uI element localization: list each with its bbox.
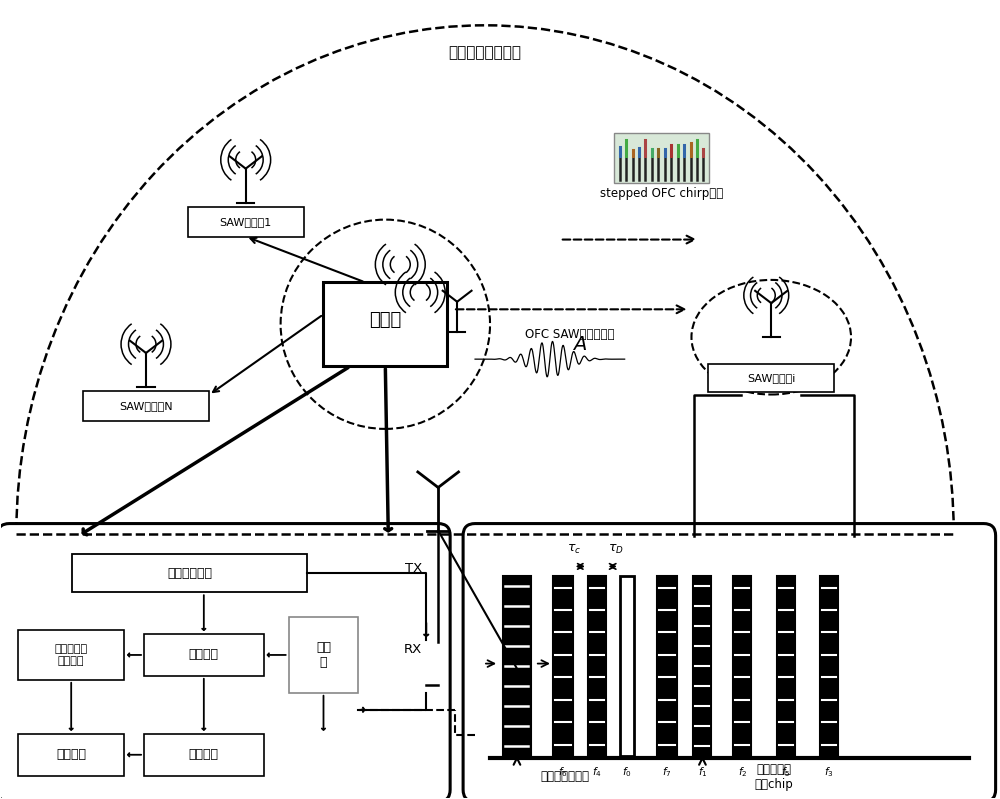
Bar	[503, 576, 531, 756]
Text: $f_{6}$: $f_{6}$	[558, 765, 568, 778]
Bar	[708, 364, 834, 392]
Text: SAW传感器i: SAW传感器i	[747, 373, 795, 383]
Bar	[553, 576, 573, 756]
Text: SAW传感器N: SAW传感器N	[119, 401, 173, 411]
Text: TX: TX	[405, 562, 422, 575]
Text: 复杂电磁干扰环境: 复杂电磁干扰环境	[449, 46, 522, 60]
Bar	[777, 576, 795, 756]
Text: 温度检测: 温度检测	[56, 748, 86, 761]
Text: 多用户检测
（解码）: 多用户检测 （解码）	[55, 644, 88, 666]
Text: $f_{7}$: $f_{7}$	[662, 765, 671, 778]
Text: 相关运算: 相关运算	[189, 649, 219, 662]
Text: $f_{2}$: $f_{2}$	[738, 765, 747, 778]
Text: 上调频及编码: 上调频及编码	[167, 567, 212, 580]
Text: OFC SAW传感器回波: OFC SAW传感器回波	[525, 328, 615, 340]
Text: RX: RX	[404, 643, 422, 657]
Bar	[614, 133, 709, 183]
Bar	[289, 617, 358, 693]
Bar	[144, 634, 264, 676]
Text: $f_{5}$: $f_{5}$	[781, 765, 791, 778]
Bar	[188, 207, 304, 237]
Text: 阅读器: 阅读器	[369, 312, 401, 329]
Bar	[323, 282, 447, 366]
Text: 单向叉指换能器: 单向叉指换能器	[540, 770, 589, 783]
Text: 频率正交反
射栅chip: 频率正交反 射栅chip	[755, 763, 794, 791]
Text: $\tau_c$: $\tau_c$	[567, 543, 581, 556]
Text: $f_{1}$: $f_{1}$	[698, 765, 707, 778]
Text: SAW传感器1: SAW传感器1	[220, 217, 272, 227]
FancyBboxPatch shape	[463, 523, 996, 799]
FancyBboxPatch shape	[0, 523, 450, 799]
Text: 频偏估计: 频偏估计	[189, 748, 219, 761]
Text: $f_{0}$: $f_{0}$	[622, 765, 632, 778]
Bar	[18, 733, 124, 776]
Bar	[657, 576, 677, 756]
Bar	[620, 576, 634, 756]
Bar	[820, 576, 838, 756]
Bar	[693, 576, 711, 756]
Bar	[733, 576, 751, 756]
Text: stepped OFC chirp信号: stepped OFC chirp信号	[600, 187, 723, 201]
Bar	[144, 733, 264, 776]
Bar	[83, 391, 209, 421]
Text: $f_{3}$: $f_{3}$	[824, 765, 834, 778]
Bar	[588, 576, 606, 756]
Bar	[18, 630, 124, 680]
Text: $f_{4}$: $f_{4}$	[592, 765, 602, 778]
Text: A: A	[573, 335, 586, 354]
Text: $\tau_D$: $\tau_D$	[608, 543, 624, 556]
Text: 下调
频: 下调 频	[316, 641, 331, 669]
Bar	[72, 555, 307, 592]
